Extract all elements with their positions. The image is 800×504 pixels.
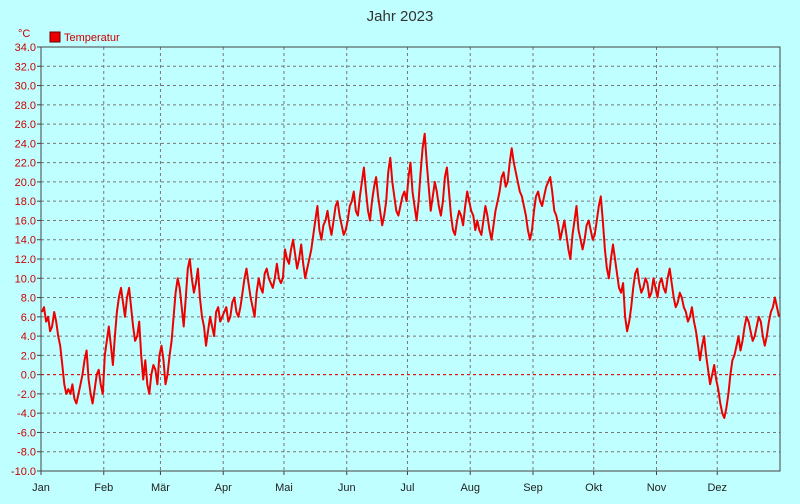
- x-tick-label: Mai: [275, 482, 293, 494]
- x-tick-label: Mär: [151, 482, 170, 494]
- y-tick-label: 30.0: [15, 81, 36, 93]
- y-tick-label: -2.0: [17, 389, 36, 401]
- y-tick-label: 34.0: [15, 42, 36, 54]
- x-tick-label: Okt: [585, 482, 602, 494]
- x-axis-ticks: Jan Feb Mär Apr Mai Jun Jul Aug Sep Okt Nov Dez: [32, 471, 727, 494]
- x-tick-label: Feb: [94, 482, 113, 494]
- x-tick-label: Jun: [338, 482, 356, 494]
- y-tick-label: 26.0: [15, 119, 36, 131]
- y-tick-label: 22.0: [15, 158, 36, 170]
- chart-title: Jahr 2023: [367, 8, 434, 25]
- y-tick-label: 18.0: [15, 196, 36, 208]
- x-tick-label: Sep: [523, 482, 543, 494]
- y-tick-label: 24.0: [15, 138, 36, 150]
- x-tick-label: Nov: [647, 482, 667, 494]
- y-tick-label: -4.0: [17, 408, 36, 420]
- y-tick-label: 12.0: [15, 254, 36, 266]
- x-tick-label: Apr: [215, 482, 232, 494]
- y-tick-label: 14.0: [15, 235, 36, 247]
- y-tick-label: 0.0: [21, 370, 36, 382]
- y-tick-label: 6.0: [21, 312, 36, 324]
- y-tick-label: 8.0: [21, 293, 36, 305]
- x-tick-label: Aug: [460, 482, 480, 494]
- y-tick-label: 16.0: [15, 215, 36, 227]
- legend-swatch: [49, 31, 61, 43]
- plot-frame: [40, 46, 781, 472]
- y-tick-label: -6.0: [17, 427, 36, 439]
- y-tick-label: 2.0: [21, 350, 36, 362]
- legend-label: Temperatur: [64, 32, 120, 44]
- y-tick-label: 10.0: [15, 273, 36, 285]
- y-unit-label: °C: [18, 28, 30, 40]
- x-tick-label: Jul: [400, 482, 414, 494]
- x-tick-label: Jan: [32, 482, 50, 494]
- y-axis-ticks: 34.0 32.0 30.0 28.0 26.0 24.0 22.0 20.0 18.0 16.0…: [11, 42, 41, 478]
- y-tick-label: 20.0: [15, 177, 36, 189]
- y-tick-label: 28.0: [15, 100, 36, 112]
- y-tick-label: 4.0: [21, 331, 36, 343]
- series-group: [41, 132, 780, 419]
- y-tick-label: -10.0: [11, 466, 36, 478]
- x-tick-label: Dez: [707, 482, 727, 494]
- series-line-temperatur: [41, 132, 780, 419]
- y-tick-label: 32.0: [15, 61, 36, 73]
- y-tick-label: -8.0: [17, 447, 36, 459]
